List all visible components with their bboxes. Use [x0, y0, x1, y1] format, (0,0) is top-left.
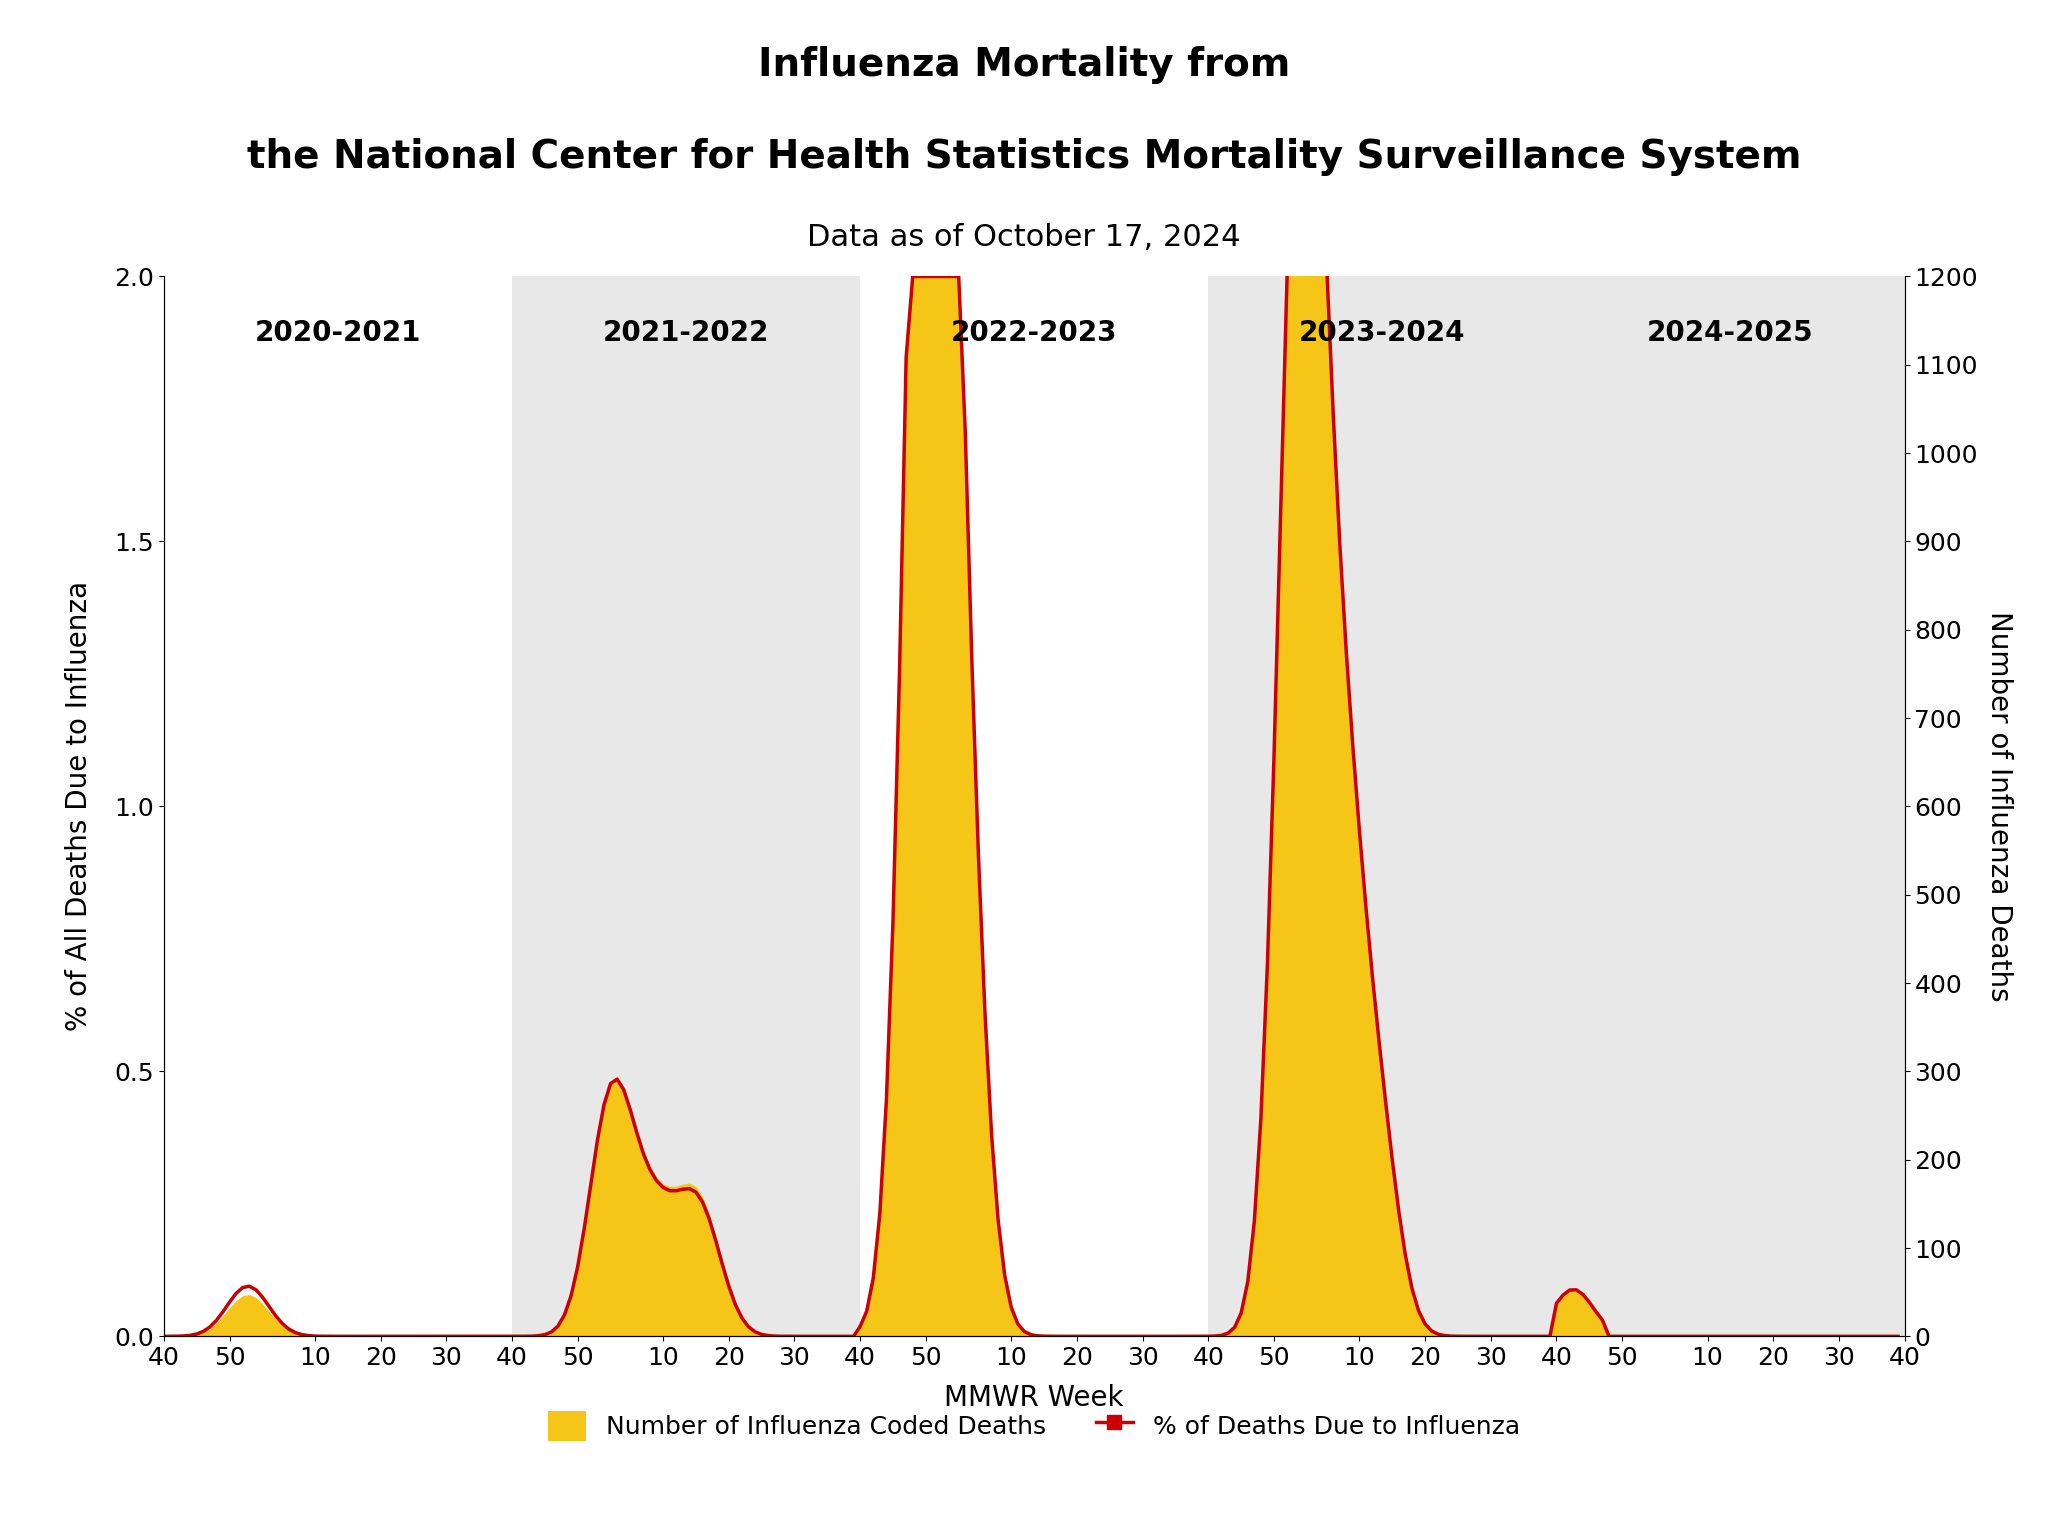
- Text: 2022-2023: 2022-2023: [950, 319, 1118, 347]
- Text: 2020-2021: 2020-2021: [254, 319, 422, 347]
- Y-axis label: % of All Deaths Due to Influenza: % of All Deaths Due to Influenza: [66, 581, 94, 1032]
- Text: the National Center for Health Statistics Mortality Surveillance System: the National Center for Health Statistic…: [246, 138, 1802, 177]
- Bar: [512, 276, 860, 1336]
- Text: 2021-2022: 2021-2022: [602, 319, 770, 347]
- Text: Data as of October 17, 2024: Data as of October 17, 2024: [807, 223, 1241, 252]
- Bar: [1208, 276, 1556, 1336]
- Text: 2024-2025: 2024-2025: [1647, 319, 1815, 347]
- Bar: [1556, 276, 1905, 1336]
- X-axis label: MMWR Week: MMWR Week: [944, 1384, 1124, 1412]
- Legend: Number of Influenza Coded Deaths, % of Deaths Due to Influenza: Number of Influenza Coded Deaths, % of D…: [539, 1401, 1530, 1452]
- Text: 2023-2024: 2023-2024: [1298, 319, 1466, 347]
- Text: Influenza Mortality from: Influenza Mortality from: [758, 46, 1290, 84]
- Y-axis label: Number of Influenza Deaths: Number of Influenza Deaths: [1985, 611, 2013, 1001]
